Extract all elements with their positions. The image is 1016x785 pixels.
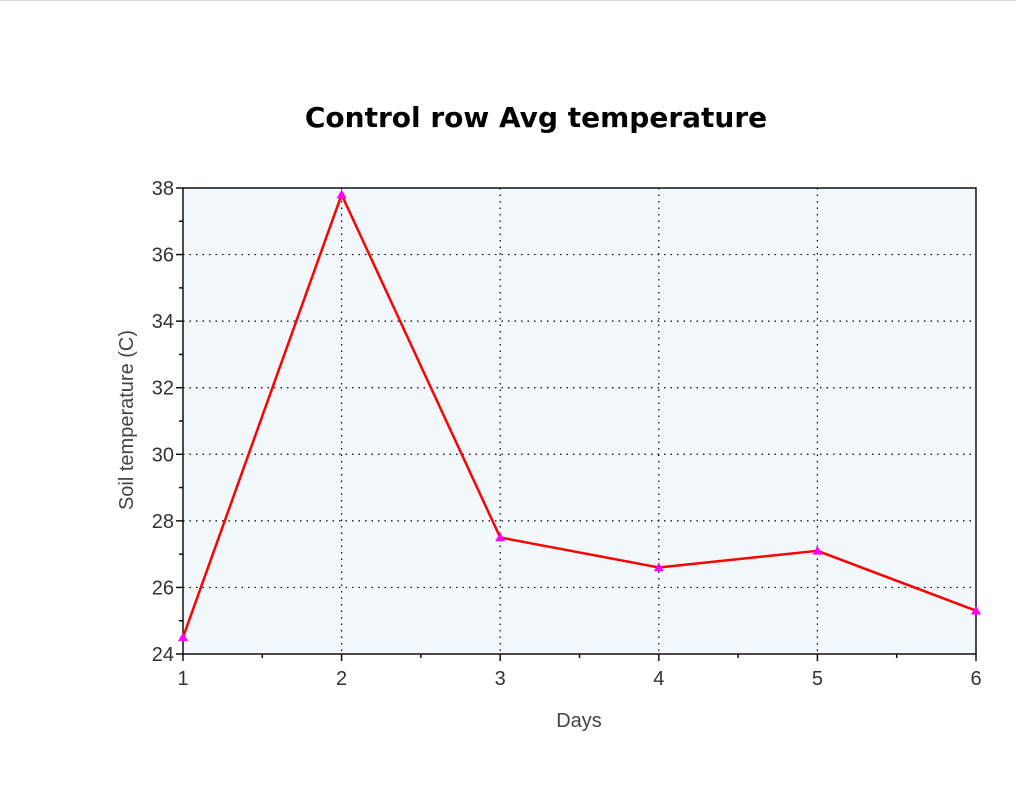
y-tick-label: 38 bbox=[152, 178, 174, 200]
y-tick-label: 26 bbox=[152, 577, 174, 599]
x-tick-label: 4 bbox=[653, 668, 664, 690]
x-tick-label: 1 bbox=[177, 668, 188, 690]
y-tick-label: 32 bbox=[152, 378, 174, 400]
chart-title: Control row Avg temperature bbox=[305, 101, 767, 134]
axis-ticks bbox=[176, 187, 977, 661]
plot-area bbox=[183, 188, 976, 654]
data-point-day-2 bbox=[336, 189, 347, 199]
x-tick-label: 6 bbox=[970, 668, 981, 690]
x-tick-label: 5 bbox=[812, 668, 823, 690]
data-point-day-3 bbox=[495, 532, 506, 542]
data-point-day-6 bbox=[971, 605, 981, 615]
y-tick-label: 36 bbox=[152, 245, 174, 267]
x-tick-label: 2 bbox=[336, 668, 347, 690]
x-axis-label: Days bbox=[556, 710, 602, 732]
series-line-0 bbox=[181, 193, 977, 638]
x-tick-label: 3 bbox=[495, 668, 506, 690]
series bbox=[178, 189, 981, 642]
y-tick-label: 24 bbox=[152, 644, 174, 666]
data-point-day-4 bbox=[653, 562, 664, 572]
data-point-day-5 bbox=[812, 545, 823, 555]
y-axis-label: Soil temperature (C) bbox=[116, 330, 138, 510]
grid bbox=[183, 188, 976, 654]
y-tick-label: 34 bbox=[152, 311, 174, 333]
data-point-day-1 bbox=[178, 632, 188, 642]
y-tick-label: 28 bbox=[152, 511, 174, 533]
window-top-border bbox=[0, 0, 1016, 1]
y-tick-label: 30 bbox=[152, 444, 174, 466]
